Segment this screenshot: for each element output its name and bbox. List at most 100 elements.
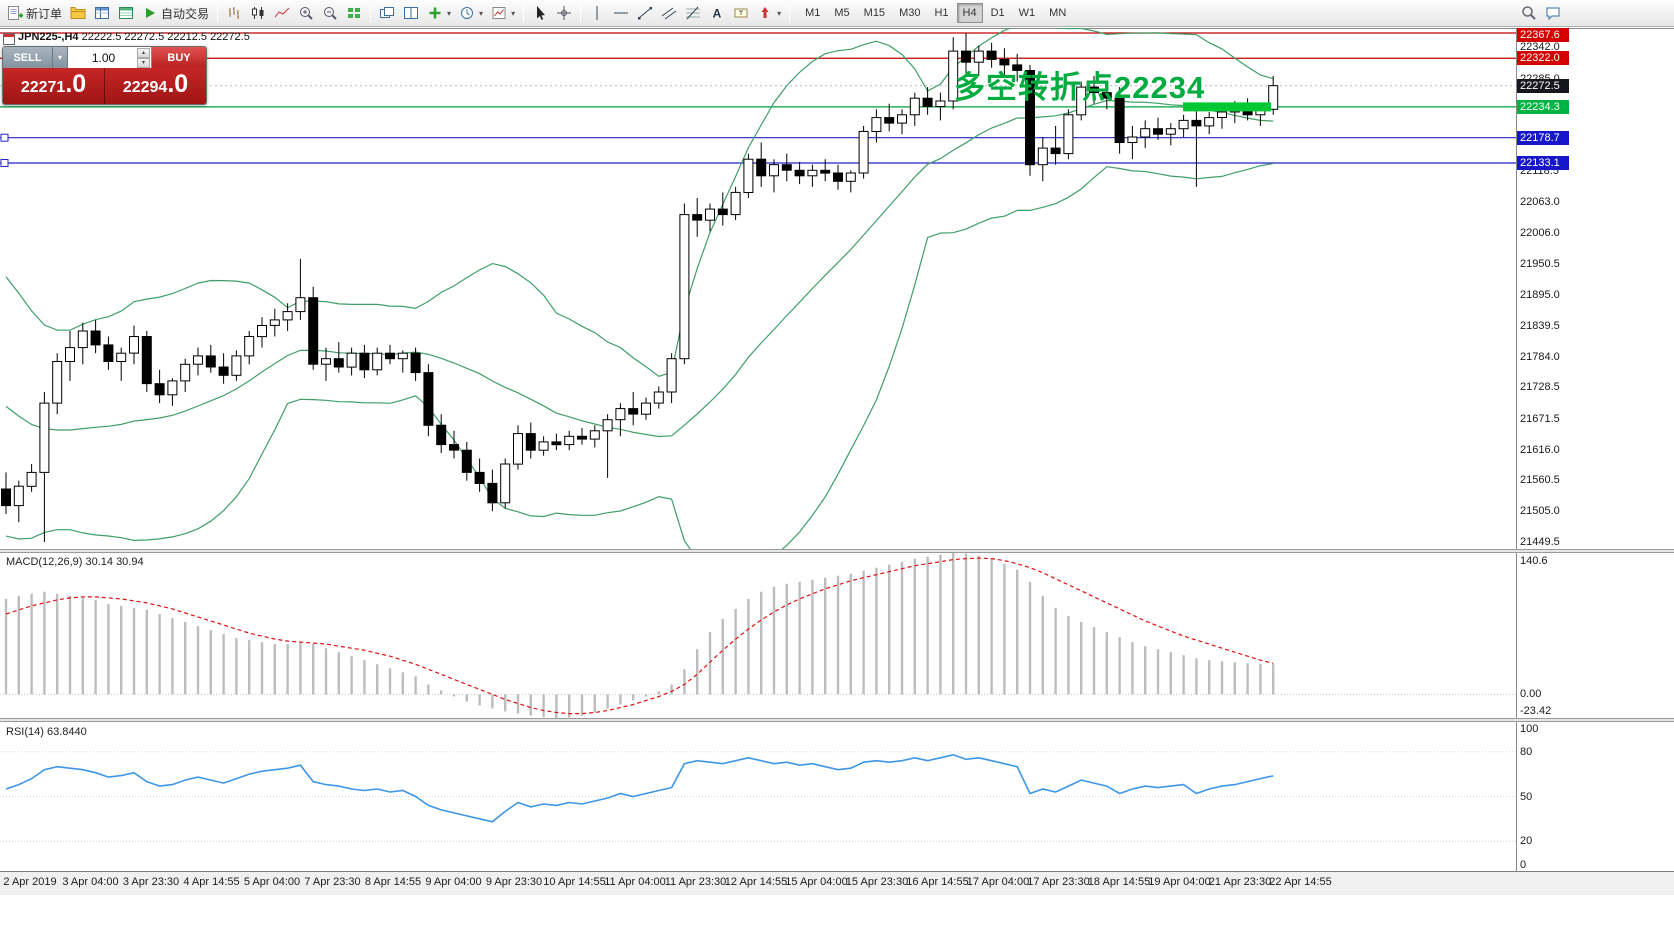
main-chart-canvas[interactable]: [0, 28, 1516, 549]
zoom-in-button[interactable]: [294, 2, 318, 24]
candle-body: [52, 361, 63, 404]
candle-body: [769, 164, 779, 177]
panel-separator[interactable]: [0, 718, 1674, 722]
periods-button[interactable]: ▾: [455, 2, 487, 24]
sell-button[interactable]: SELL: [3, 47, 53, 68]
time-axis-label: 5 Apr 04:00: [243, 876, 301, 888]
candle-body: [666, 358, 677, 393]
candle-body: [615, 408, 626, 421]
crosshair-button[interactable]: [552, 2, 576, 24]
tile-horizontal-button[interactable]: [399, 2, 423, 24]
text-tool-button[interactable]: A: [705, 2, 729, 24]
candle-body: [922, 97, 933, 107]
toolbar: 新订单 自动交易 ▾ ▾ ▾ A ▾ M1 M5 M15 M30 H1 H4 D…: [0, 0, 1674, 27]
candle-body: [513, 433, 523, 465]
cursor-button[interactable]: [528, 2, 552, 24]
timeframe-m30[interactable]: M30: [899, 7, 921, 19]
line-chart-icon: [274, 5, 290, 21]
candle-body: [1025, 70, 1035, 166]
candle-body: [65, 347, 75, 363]
candle-body: [1114, 97, 1125, 143]
fibonacci-tool-button[interactable]: [681, 2, 705, 24]
candle-body: [77, 330, 88, 349]
line-chart-button[interactable]: [270, 2, 294, 24]
templates-button[interactable]: ▾: [487, 2, 519, 24]
timeframe-h4[interactable]: H4: [956, 3, 983, 23]
volume-input[interactable]: [68, 47, 151, 68]
autotrading-button[interactable]: 自动交易: [138, 2, 213, 24]
vertical-line-tool-button[interactable]: [585, 2, 609, 24]
timeframe-w1[interactable]: W1: [1018, 7, 1036, 19]
candle-body: [653, 391, 664, 404]
arrows-tool-button[interactable]: ▾: [753, 2, 785, 24]
candle-body: [692, 214, 703, 221]
candle-body: [1178, 119, 1189, 130]
tile-windows-button[interactable]: [342, 2, 366, 24]
bar-chart-button[interactable]: [222, 2, 246, 24]
volume-up-button[interactable]: ▴: [137, 48, 150, 58]
candle-body: [449, 444, 459, 451]
volume-down-button[interactable]: ▾: [137, 58, 150, 68]
text-label-tool-button[interactable]: [729, 2, 753, 24]
timeframe-mn[interactable]: MN: [1049, 7, 1067, 19]
panel-separator[interactable]: [0, 549, 1674, 553]
search-button[interactable]: [1517, 2, 1541, 24]
candle-body: [321, 358, 331, 365]
indicators-button[interactable]: ▾: [423, 2, 455, 24]
new-order-button[interactable]: 新订单: [3, 2, 66, 24]
rsi-value: 63.8440: [46, 726, 87, 738]
timeframe-m1[interactable]: M1: [805, 7, 821, 19]
timeframe-d1[interactable]: D1: [990, 7, 1005, 19]
vertical-line-icon: [589, 5, 605, 21]
time-axis-label: 19 Apr 04:00: [1148, 876, 1211, 888]
profiles-folder-icon: [70, 5, 86, 21]
candle-body: [845, 172, 856, 182]
rsi-canvas[interactable]: [0, 722, 1516, 871]
text-label-icon: [733, 5, 749, 21]
macd-signal-line: [5, 557, 1274, 715]
trendline-tool-button[interactable]: [633, 2, 657, 24]
zoom-out-button[interactable]: [318, 2, 342, 24]
candle-body: [1089, 86, 1099, 94]
toolbar-separator: [580, 4, 582, 22]
chat-button[interactable]: [1541, 2, 1565, 24]
time-axis[interactable]: 2 Apr 2019 3 Apr 04:00 3 Apr 23:30 4 Apr 14…: [0, 871, 1674, 895]
turning-point-annotation[interactable]: 多空转折点22234: [954, 70, 1206, 105]
market-watch-button[interactable]: [90, 2, 114, 24]
candle-body: [1050, 147, 1061, 155]
text-a-icon: A: [709, 5, 725, 21]
macd-values: 30.14 30.94: [85, 556, 144, 568]
buy-price-button[interactable]: 22294.0: [104, 68, 206, 104]
line-handle[interactable]: [0, 133, 9, 142]
arrow-symbol-icon: [757, 5, 773, 21]
candlestick-chart-button[interactable]: [246, 2, 270, 24]
sell-dropdown-button[interactable]: ▾: [53, 47, 68, 68]
candle-body: [1153, 128, 1163, 135]
timeframe-h1[interactable]: H1: [934, 7, 949, 19]
timeframe-m5[interactable]: M5: [834, 7, 850, 19]
candle-body: [935, 100, 946, 107]
candle-body: [500, 463, 511, 504]
price-tag: 22234.3: [1517, 99, 1569, 114]
tile-horizontal-icon: [403, 5, 419, 21]
profiles-button[interactable]: [66, 2, 90, 24]
macd-canvas[interactable]: [0, 553, 1516, 718]
candle-body: [1204, 117, 1215, 127]
turning-point-bar[interactable]: [1183, 102, 1271, 112]
channel-tool-button[interactable]: [657, 2, 681, 24]
chart-window-icon: [3, 32, 15, 50]
line-handle[interactable]: [0, 158, 9, 167]
timeframe-m15[interactable]: M15: [863, 7, 886, 19]
new-order-icon: [7, 5, 23, 21]
candle-body: [116, 352, 127, 363]
time-axis-label: 17 Apr 04:00: [966, 876, 1030, 888]
horizontal-line-tool-button[interactable]: [609, 2, 633, 24]
sell-price-button[interactable]: 22271.0: [3, 68, 104, 104]
data-window-button[interactable]: [114, 2, 138, 24]
trade-panel-top-row: SELL ▾ ▴ ▾ BUY: [3, 47, 206, 68]
buy-button[interactable]: BUY: [152, 47, 206, 68]
price-axis[interactable]: 22342.022285.022229.522174.022118.522063…: [1517, 0, 1674, 948]
buy-price-frac: .0: [167, 70, 189, 98]
cascade-windows-button[interactable]: [375, 2, 399, 24]
time-axis-label: 3 Apr 04:00: [62, 876, 119, 888]
